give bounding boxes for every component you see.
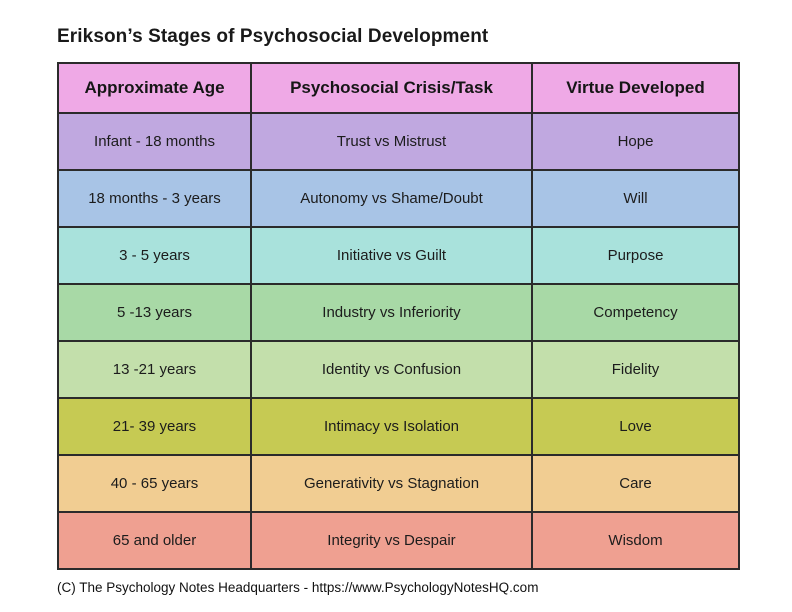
table-header-row: Approximate Age Psychosocial Crisis/Task… (57, 62, 740, 114)
copyright-footer: (C) The Psychology Notes Headquarters - … (57, 580, 539, 595)
table-row: 21- 39 years Intimacy vs Isolation Love (57, 397, 740, 456)
table-row: Infant - 18 months Trust vs Mistrust Hope (57, 112, 740, 171)
age-cell: 65 and older (57, 511, 252, 570)
crisis-cell: Autonomy vs Shame/Doubt (250, 169, 533, 228)
table-row: 65 and older Integrity vs Despair Wisdom (57, 511, 740, 570)
virtue-cell: Fidelity (531, 340, 740, 399)
virtue-cell: Competency (531, 283, 740, 342)
age-cell: 21- 39 years (57, 397, 252, 456)
virtue-cell: Love (531, 397, 740, 456)
column-header-crisis: Psychosocial Crisis/Task (250, 62, 533, 114)
age-cell: 3 - 5 years (57, 226, 252, 285)
virtue-cell: Will (531, 169, 740, 228)
column-header-virtue: Virtue Developed (531, 62, 740, 114)
age-cell: Infant - 18 months (57, 112, 252, 171)
virtue-cell: Hope (531, 112, 740, 171)
virtue-cell: Purpose (531, 226, 740, 285)
crisis-cell: Integrity vs Despair (250, 511, 533, 570)
erikson-stages-table: Approximate Age Psychosocial Crisis/Task… (57, 62, 740, 570)
crisis-cell: Identity vs Confusion (250, 340, 533, 399)
page-title: Erikson’s Stages of Psychosocial Develop… (57, 26, 489, 47)
table-body: Infant - 18 months Trust vs Mistrust Hope 1… (57, 112, 740, 570)
table-row: 13 -21 years Identity vs Confusion Fidelit… (57, 340, 740, 399)
crisis-cell: Intimacy vs Isolation (250, 397, 533, 456)
age-cell: 13 -21 years (57, 340, 252, 399)
column-header-age: Approximate Age (57, 62, 252, 114)
age-cell: 5 -13 years (57, 283, 252, 342)
age-cell: 40 - 65 years (57, 454, 252, 513)
crisis-cell: Initiative vs Guilt (250, 226, 533, 285)
table-row: 40 - 65 years Generativity vs Stagnation C… (57, 454, 740, 513)
table-row: 18 months - 3 years Autonomy vs Shame/Dou… (57, 169, 740, 228)
crisis-cell: Generativity vs Stagnation (250, 454, 533, 513)
age-cell: 18 months - 3 years (57, 169, 252, 228)
crisis-cell: Industry vs Inferiority (250, 283, 533, 342)
virtue-cell: Wisdom (531, 511, 740, 570)
table-row: 5 -13 years Industry vs Inferiority Compet… (57, 283, 740, 342)
table-row: 3 - 5 years Initiative vs Guilt Purpose (57, 226, 740, 285)
virtue-cell: Care (531, 454, 740, 513)
crisis-cell: Trust vs Mistrust (250, 112, 533, 171)
